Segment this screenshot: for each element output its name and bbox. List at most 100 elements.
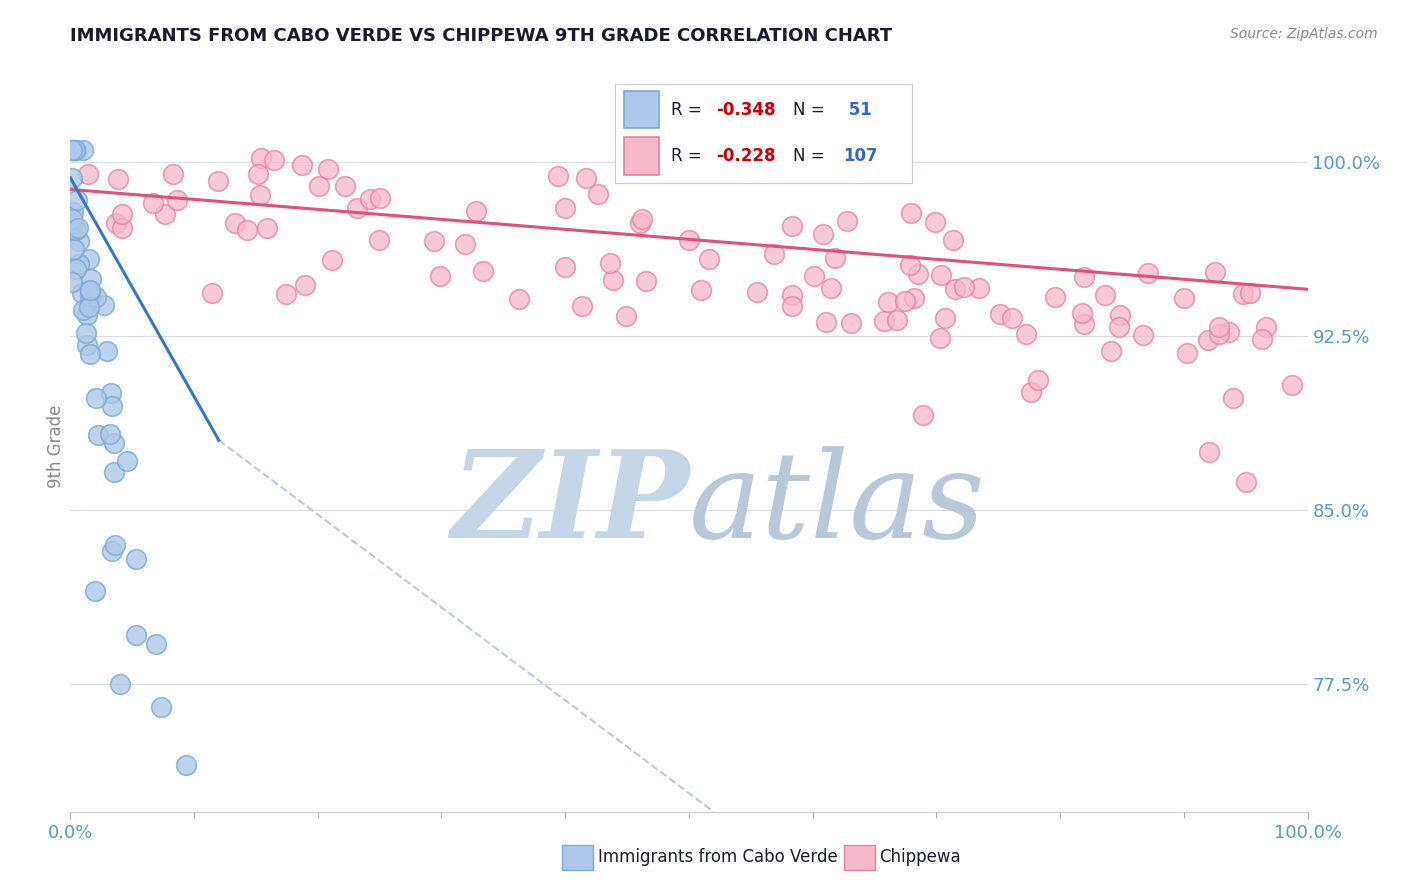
Point [1208, 320, 1230, 334]
Point [87, 427, 110, 442]
Point [368, 190, 391, 204]
Point [107, 172, 129, 186]
Point [900, 206, 922, 220]
Point [1197, 333, 1219, 347]
Text: Immigrants from Cabo Verde: Immigrants from Cabo Verde [598, 848, 838, 866]
Point [98, 426, 121, 441]
Point [588, 186, 610, 201]
Text: ZIP: ZIP [451, 445, 689, 564]
Point [554, 260, 576, 275]
Point [65, 262, 87, 277]
Point [96, 344, 118, 359]
Y-axis label: 9th Grade: 9th Grade [46, 404, 65, 488]
Point [1234, 475, 1257, 489]
Point [77, 300, 100, 314]
Point [104, 216, 127, 230]
Bar [624, 137, 659, 175]
Point [60, 171, 83, 186]
Point [84, 290, 107, 304]
Point [1218, 326, 1240, 340]
Point [1232, 287, 1254, 301]
Point [1099, 343, 1122, 358]
Point [70, 286, 93, 301]
Point [249, 188, 271, 202]
Point [60, 212, 83, 227]
Text: atlas: atlas [689, 446, 986, 563]
Point [79, 285, 101, 299]
Point [602, 273, 624, 287]
Point [873, 314, 896, 328]
Point [155, 206, 177, 220]
Point [291, 158, 314, 172]
Point [200, 285, 222, 300]
Point [465, 204, 488, 219]
Point [108, 677, 131, 691]
Point [988, 307, 1011, 321]
Point [547, 169, 569, 183]
Point [630, 212, 652, 227]
Point [101, 399, 124, 413]
Point [72, 143, 94, 157]
Text: R =: R = [671, 147, 707, 165]
Point [76, 167, 98, 181]
Point [929, 331, 952, 345]
Point [929, 268, 952, 282]
Point [877, 294, 900, 309]
Point [893, 293, 915, 308]
Point [249, 152, 271, 166]
Point [942, 233, 965, 247]
Point [79, 346, 101, 360]
Point [84, 392, 107, 406]
Point [814, 315, 837, 329]
Point [1026, 373, 1049, 387]
Point [898, 258, 921, 272]
Point [1073, 270, 1095, 285]
Point [62, 143, 84, 157]
Point [943, 282, 966, 296]
Point [907, 268, 929, 282]
Point [780, 299, 803, 313]
Point [76, 308, 98, 322]
Point [60, 143, 83, 157]
Point [125, 552, 148, 566]
Point [62, 205, 84, 219]
Text: N =: N = [793, 101, 830, 119]
Point [763, 246, 786, 260]
Point [308, 178, 330, 193]
Point [236, 223, 259, 237]
Point [256, 220, 278, 235]
Point [333, 179, 356, 194]
Point [103, 466, 125, 480]
Point [803, 269, 825, 284]
Point [1070, 306, 1092, 320]
Point [508, 292, 530, 306]
Point [77, 252, 100, 267]
Point [1019, 385, 1042, 400]
Point [1175, 346, 1198, 360]
Point [745, 285, 768, 299]
Point [571, 300, 593, 314]
Point [263, 153, 285, 167]
Point [75, 326, 97, 341]
Point [454, 236, 477, 251]
Point [62, 217, 84, 231]
Point [837, 214, 859, 228]
Text: IMMIGRANTS FROM CABO VERDE VS CHIPPEWA 9TH GRADE CORRELATION CHART: IMMIGRANTS FROM CABO VERDE VS CHIPPEWA 9… [70, 27, 893, 45]
Point [359, 192, 381, 206]
Point [162, 167, 184, 181]
Point [1239, 286, 1261, 301]
Point [471, 263, 494, 277]
Point [554, 202, 576, 216]
Point [780, 219, 803, 234]
Point [1254, 319, 1277, 334]
Point [429, 268, 451, 283]
Point [346, 201, 368, 215]
Text: -0.348: -0.348 [716, 101, 775, 119]
Point [1204, 264, 1226, 278]
Point [60, 143, 83, 157]
Point [934, 311, 956, 326]
Point [93, 298, 115, 312]
Text: N =: N = [793, 147, 830, 165]
Point [207, 173, 229, 187]
Point [903, 291, 925, 305]
